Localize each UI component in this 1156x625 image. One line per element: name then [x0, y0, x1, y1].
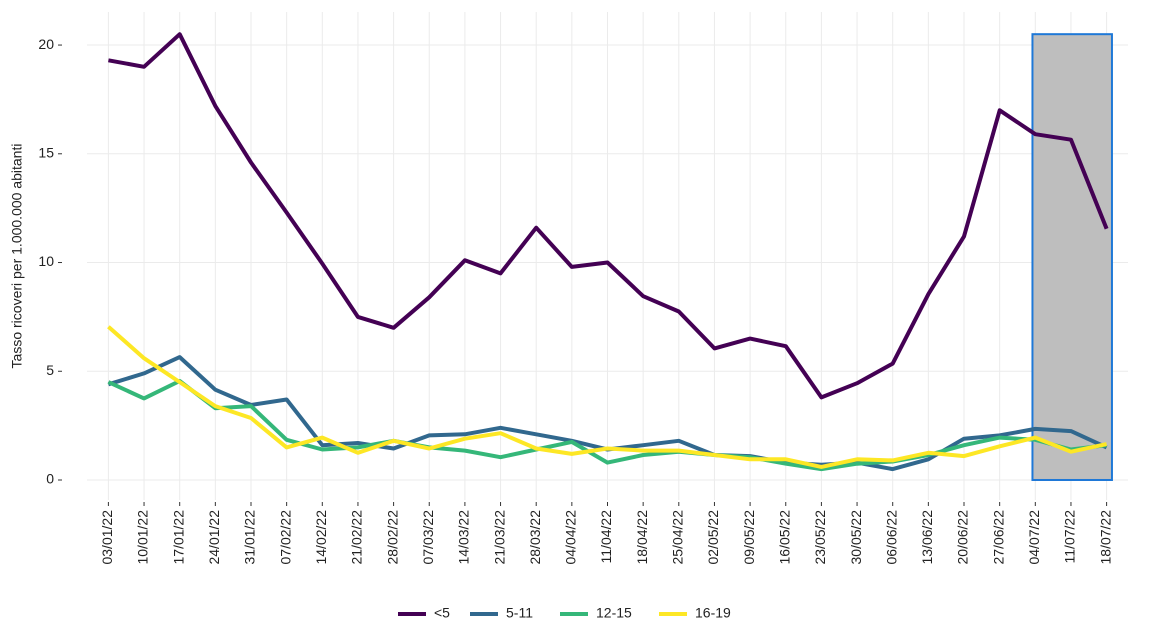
x-tick-label: 23/05/22 — [812, 510, 828, 565]
x-tick-label: 30/05/22 — [848, 510, 864, 565]
legend-label: 16-19 — [695, 605, 731, 621]
x-tick-label: 14/02/22 — [313, 510, 329, 565]
x-tick-label: 02/05/22 — [705, 510, 721, 565]
x-tick-label: 10/01/22 — [135, 510, 151, 565]
legend-label: <5 — [434, 605, 450, 621]
x-tick-label: 21/03/22 — [491, 510, 507, 565]
x-tick-label: 14/03/22 — [456, 510, 472, 565]
x-tick-label: 27/06/22 — [990, 510, 1006, 565]
highlight-box — [1031, 33, 1113, 481]
x-tick-label: 04/04/22 — [563, 510, 579, 565]
x-tick-label: 18/07/22 — [1097, 510, 1113, 565]
y-tick-label: 10 — [38, 253, 54, 269]
y-tick-label: 15 — [38, 144, 54, 160]
x-tick-label: 09/05/22 — [741, 510, 757, 565]
series-line — [107, 325, 1108, 469]
x-tick-label: 17/01/22 — [170, 510, 186, 565]
y-tick-label: 5 — [46, 362, 54, 378]
x-tick-label: 25/04/22 — [670, 510, 686, 565]
x-tick-label: 07/03/22 — [420, 510, 436, 565]
x-tick-label: 06/06/22 — [883, 510, 899, 565]
series-line — [107, 379, 1107, 472]
x-tick-label: 31/01/22 — [242, 510, 258, 565]
x-tick-label: 28/03/22 — [527, 510, 543, 565]
x-tick-label: 16/05/22 — [776, 510, 792, 565]
legend-label: 12-15 — [596, 605, 632, 621]
x-tick-label: 28/02/22 — [384, 510, 400, 565]
legend-label: 5-11 — [506, 605, 533, 621]
x-tick-label: 11/04/22 — [598, 510, 614, 564]
series-line — [108, 32, 1109, 400]
x-tick-label: 03/01/22 — [99, 510, 115, 565]
x-tick-label: 07/02/22 — [277, 510, 293, 565]
x-tick-label: 13/06/22 — [919, 510, 935, 565]
x-tick-label: 04/07/22 — [1026, 510, 1042, 565]
y-axis-label: Tasso ricoveri per 1.000.000 abitanti — [9, 144, 25, 369]
x-tick-label: 11/07/22 — [1062, 510, 1078, 564]
x-tick-label: 18/04/22 — [634, 510, 650, 565]
x-tick-label: 20/06/22 — [955, 510, 971, 565]
y-tick-label: 0 — [46, 471, 54, 487]
y-tick-label: 20 — [38, 36, 54, 52]
x-tick-label: 21/02/22 — [349, 510, 365, 565]
x-tick-label: 24/01/22 — [206, 510, 222, 565]
